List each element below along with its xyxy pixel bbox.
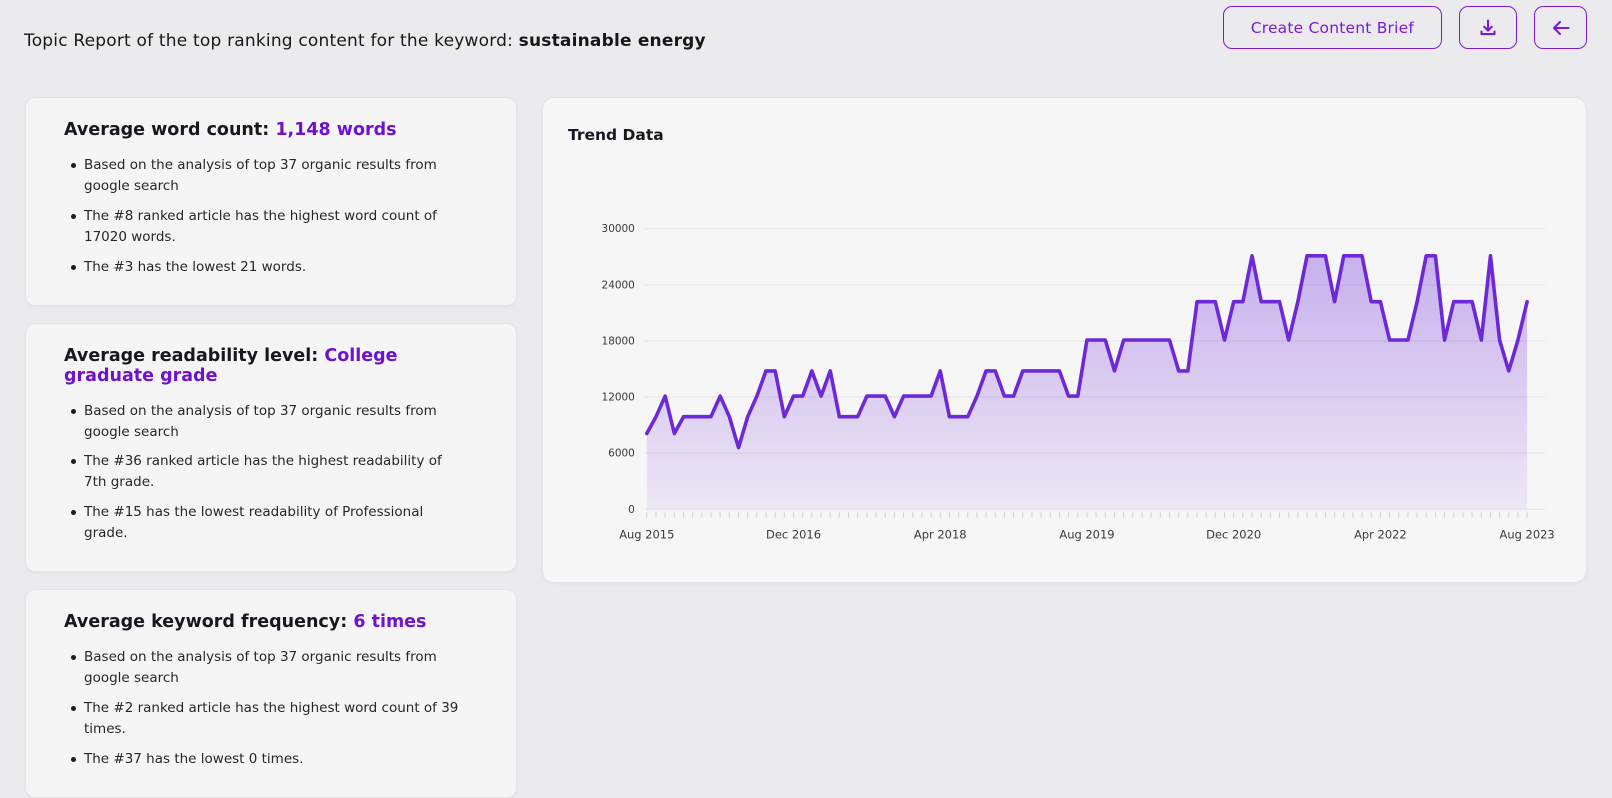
- download-button[interactable]: [1459, 6, 1517, 49]
- bullet-item: The #37 has the lowest 0 times.: [84, 749, 462, 770]
- header-actions: Create Content Brief: [1223, 6, 1587, 49]
- page-title: Topic Report of the top ranking content …: [24, 31, 706, 51]
- stat-label: Average readability level:: [64, 346, 318, 366]
- svg-text:Apr 2018: Apr 2018: [914, 527, 967, 541]
- stat-bullet-list: Based on the analysis of top 37 organic …: [64, 647, 488, 770]
- svg-text:Aug 2019: Aug 2019: [1059, 527, 1114, 541]
- stat-card-title: Average keyword frequency: 6 times: [64, 612, 488, 632]
- stat-bullet-list: Based on the analysis of top 37 organic …: [64, 155, 488, 278]
- bullet-item: Based on the analysis of top 37 organic …: [84, 155, 462, 197]
- page-title-prefix: Topic Report of the top ranking content …: [24, 31, 519, 51]
- svg-text:Apr 2022: Apr 2022: [1354, 527, 1407, 541]
- bullet-item: Based on the analysis of top 37 organic …: [84, 647, 462, 689]
- bullet-item: The #36 ranked article has the highest r…: [84, 451, 462, 493]
- y-axis-labels: 0 6000 12000 18000 24000 30000: [602, 223, 635, 516]
- header: Topic Report of the top ranking content …: [0, 0, 1612, 51]
- stat-label: Average word count:: [64, 120, 269, 140]
- bullet-item: The #8 ranked article has the highest wo…: [84, 206, 462, 248]
- back-button[interactable]: [1534, 6, 1587, 49]
- svg-text:12000: 12000: [602, 392, 635, 404]
- bullet-item: The #3 has the lowest 21 words.: [84, 257, 462, 278]
- bullet-item: Based on the analysis of top 37 organic …: [84, 401, 462, 443]
- svg-text:30000: 30000: [602, 223, 635, 235]
- stat-card-title: Average readability level: College gradu…: [64, 346, 488, 386]
- stat-value: 1,148 words: [275, 120, 396, 140]
- svg-text:24000: 24000: [602, 279, 635, 291]
- x-axis-labels: Aug 2015 Dec 2016 Apr 2018 Aug 2019 Dec 2020…: [619, 527, 1554, 541]
- bullet-item: The #2 ranked article has the highest wo…: [84, 698, 462, 740]
- svg-text:6000: 6000: [608, 448, 635, 460]
- svg-text:Aug 2015: Aug 2015: [619, 527, 674, 541]
- stat-card-word-count: Average word count: 1,148 words Based on…: [25, 97, 517, 306]
- arrow-left-icon: [1549, 16, 1573, 40]
- create-content-brief-button[interactable]: Create Content Brief: [1223, 6, 1442, 49]
- stat-bullet-list: Based on the analysis of top 37 organic …: [64, 401, 488, 545]
- stat-label: Average keyword frequency:: [64, 612, 347, 632]
- main-content: Average word count: 1,148 words Based on…: [0, 97, 1612, 798]
- stat-card-readability: Average readability level: College gradu…: [25, 323, 517, 573]
- svg-text:0: 0: [628, 504, 635, 516]
- trend-chart[interactable]: 0 6000 12000 18000 24000 30000 Aug 2015 Dec 201…: [543, 98, 1586, 582]
- stat-value: 6 times: [353, 612, 426, 632]
- svg-text:Dec 2016: Dec 2016: [766, 527, 821, 541]
- bullet-item: The #15 has the lowest readability of Pr…: [84, 502, 462, 544]
- stat-card-title: Average word count: 1,148 words: [64, 120, 488, 140]
- trend-data-card: Trend Data 0600012000180002400030000Aug …: [542, 97, 1587, 583]
- svg-text:18000: 18000: [602, 335, 635, 347]
- x-axis-ticks: [647, 512, 1527, 518]
- svg-text:Dec 2020: Dec 2020: [1206, 527, 1261, 541]
- download-icon: [1476, 16, 1500, 40]
- stats-column: Average word count: 1,148 words Based on…: [25, 97, 517, 798]
- page-title-keyword: sustainable energy: [519, 31, 706, 51]
- svg-text:Aug 2023: Aug 2023: [1500, 527, 1555, 541]
- stat-card-keyword-frequency: Average keyword frequency: 6 times Based…: [25, 589, 517, 798]
